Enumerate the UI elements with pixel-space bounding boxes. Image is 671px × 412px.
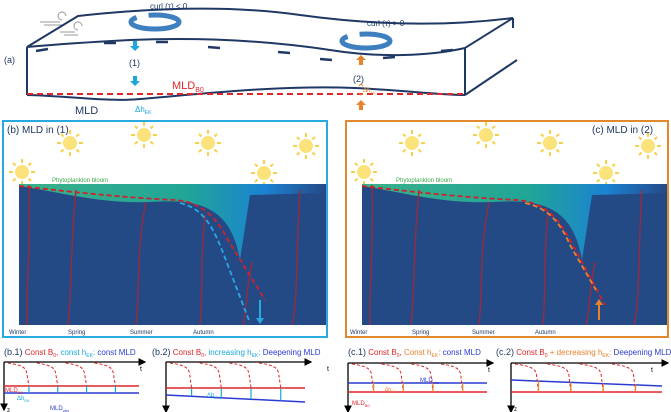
c1-mld-deepening-curve <box>411 363 434 393</box>
upwelling-arrow-icon <box>356 55 366 110</box>
mld-label: MLD <box>75 105 98 117</box>
b1-t-label: t <box>140 366 142 373</box>
season-summer: Summer <box>472 330 495 336</box>
b1-z-label: z <box>7 408 10 412</box>
isopycnals <box>26 184 301 326</box>
season-winter: Winter <box>350 330 367 336</box>
circulation-cw-icon <box>339 31 393 51</box>
downward-arrow-icon <box>256 300 264 324</box>
c1-mld-deepening-curve <box>441 363 464 393</box>
b2-mld-obs-line <box>165 394 306 403</box>
ocean <box>362 184 667 325</box>
season-spring: Spring <box>68 330 85 336</box>
season-summer: Summer <box>130 330 153 336</box>
season-spring: Spring <box>412 330 429 336</box>
mld-b0-curve <box>361 185 606 306</box>
ocean-slab-outline <box>26 7 518 96</box>
site-1-label: (1) <box>129 58 140 68</box>
panel-b-title: (b) MLD in (1) <box>7 125 69 136</box>
ocean <box>19 184 326 325</box>
mld-curve <box>26 86 466 101</box>
mld-observed-curve <box>524 202 597 291</box>
b2-mld-deepening-curve <box>199 362 222 389</box>
ekman-arrows <box>35 40 454 62</box>
c1-dh-label: ΔhEK <box>385 387 397 394</box>
b1-mld-deepening-curve <box>65 362 88 387</box>
panel-a-label: (a) <box>4 55 15 65</box>
b1-mld-deepening-curve <box>94 362 116 387</box>
isopycnals <box>369 184 643 326</box>
subpanel-b1-title: (b.1) Const B0, const hEK: const MLD <box>4 347 136 359</box>
subpanel-c1-title: (c.1) Const B0, Const hEK: const MLD <box>348 347 481 359</box>
upward-arrow-icon <box>595 299 603 320</box>
curl-positive-label: curl (τ) > 0 <box>367 19 405 28</box>
wind-icon <box>40 11 83 36</box>
c2-z-label: z <box>514 407 517 412</box>
season-autumn: Autumn <box>535 330 556 336</box>
b1-mld-obs-label: MLDobs <box>50 406 69 412</box>
c2-mld-deepening-curve <box>611 363 637 393</box>
c1-mld-deepening-curve <box>381 363 404 393</box>
season-autumn: Autumn <box>193 330 214 336</box>
c1-mld-b0-label: MLDB0 <box>352 401 370 408</box>
panel-c-title: (c) MLD in (2) <box>592 125 653 136</box>
season-winter: Winter <box>9 330 26 336</box>
mld-b0-label: MLDB0 <box>172 80 204 94</box>
subpanel-c2-title: (c.2) Const B0 + decreasing hEK: Deepeni… <box>496 347 671 359</box>
site-2-label: (2) <box>353 74 364 84</box>
b2-mld-deepening-curve <box>229 362 252 389</box>
downwelling-arrow-icon <box>130 41 140 86</box>
b1-mld-deepening-curve <box>36 362 59 387</box>
c2-mld-deepening-curve <box>579 363 604 393</box>
bloom-layer <box>362 184 667 260</box>
b2-t-label: t <box>327 366 329 373</box>
b1-mld-deepening-curve <box>7 362 30 387</box>
circulation-ccw-icon <box>128 12 182 32</box>
mld-observed-curve <box>179 202 251 324</box>
c2-mld-deepening-curve <box>514 363 540 393</box>
c1-t-label: t <box>488 367 490 374</box>
c2-t-label: t <box>651 367 653 374</box>
c2-mld-deepening-curve <box>547 363 572 393</box>
b2-dh-label: ΔhEK <box>207 393 220 400</box>
b1-mld-b0-label: MLDB0 <box>5 388 23 395</box>
c1-mld-obs-label: MLDobs <box>420 378 439 385</box>
b1-dh-label: ΔhEK <box>17 396 30 403</box>
bloom-label: Phytoplankton bloom <box>52 178 108 184</box>
c1-mld-deepening-curve <box>351 363 375 393</box>
delta-h-ek-label-1: ΔhEK <box>135 105 152 116</box>
bloom-label: Phytoplankton bloom <box>396 178 452 184</box>
b2-mld-deepening-curve <box>169 362 193 389</box>
panel-a: curl (τ) < 0 curl (τ) > 0 (a) (1) (2) ML… <box>4 2 518 117</box>
panel-c: (c) MLD in (2) Phytoplankton bloom Winte… <box>345 120 669 338</box>
subpanel-b2-title: (b.2) Const B0, increasing hEK: Deepenin… <box>152 347 321 359</box>
delta-h-ek-label-2: ΔhEK <box>363 88 376 95</box>
c2-mld-obs-line <box>510 379 663 387</box>
panel-b: (b) MLD in (1) Phytoplankton bloom Winte… <box>2 120 328 338</box>
curl-negative-label: curl (τ) < 0 <box>150 2 188 11</box>
b2-mld-deepening-curve <box>259 362 282 389</box>
